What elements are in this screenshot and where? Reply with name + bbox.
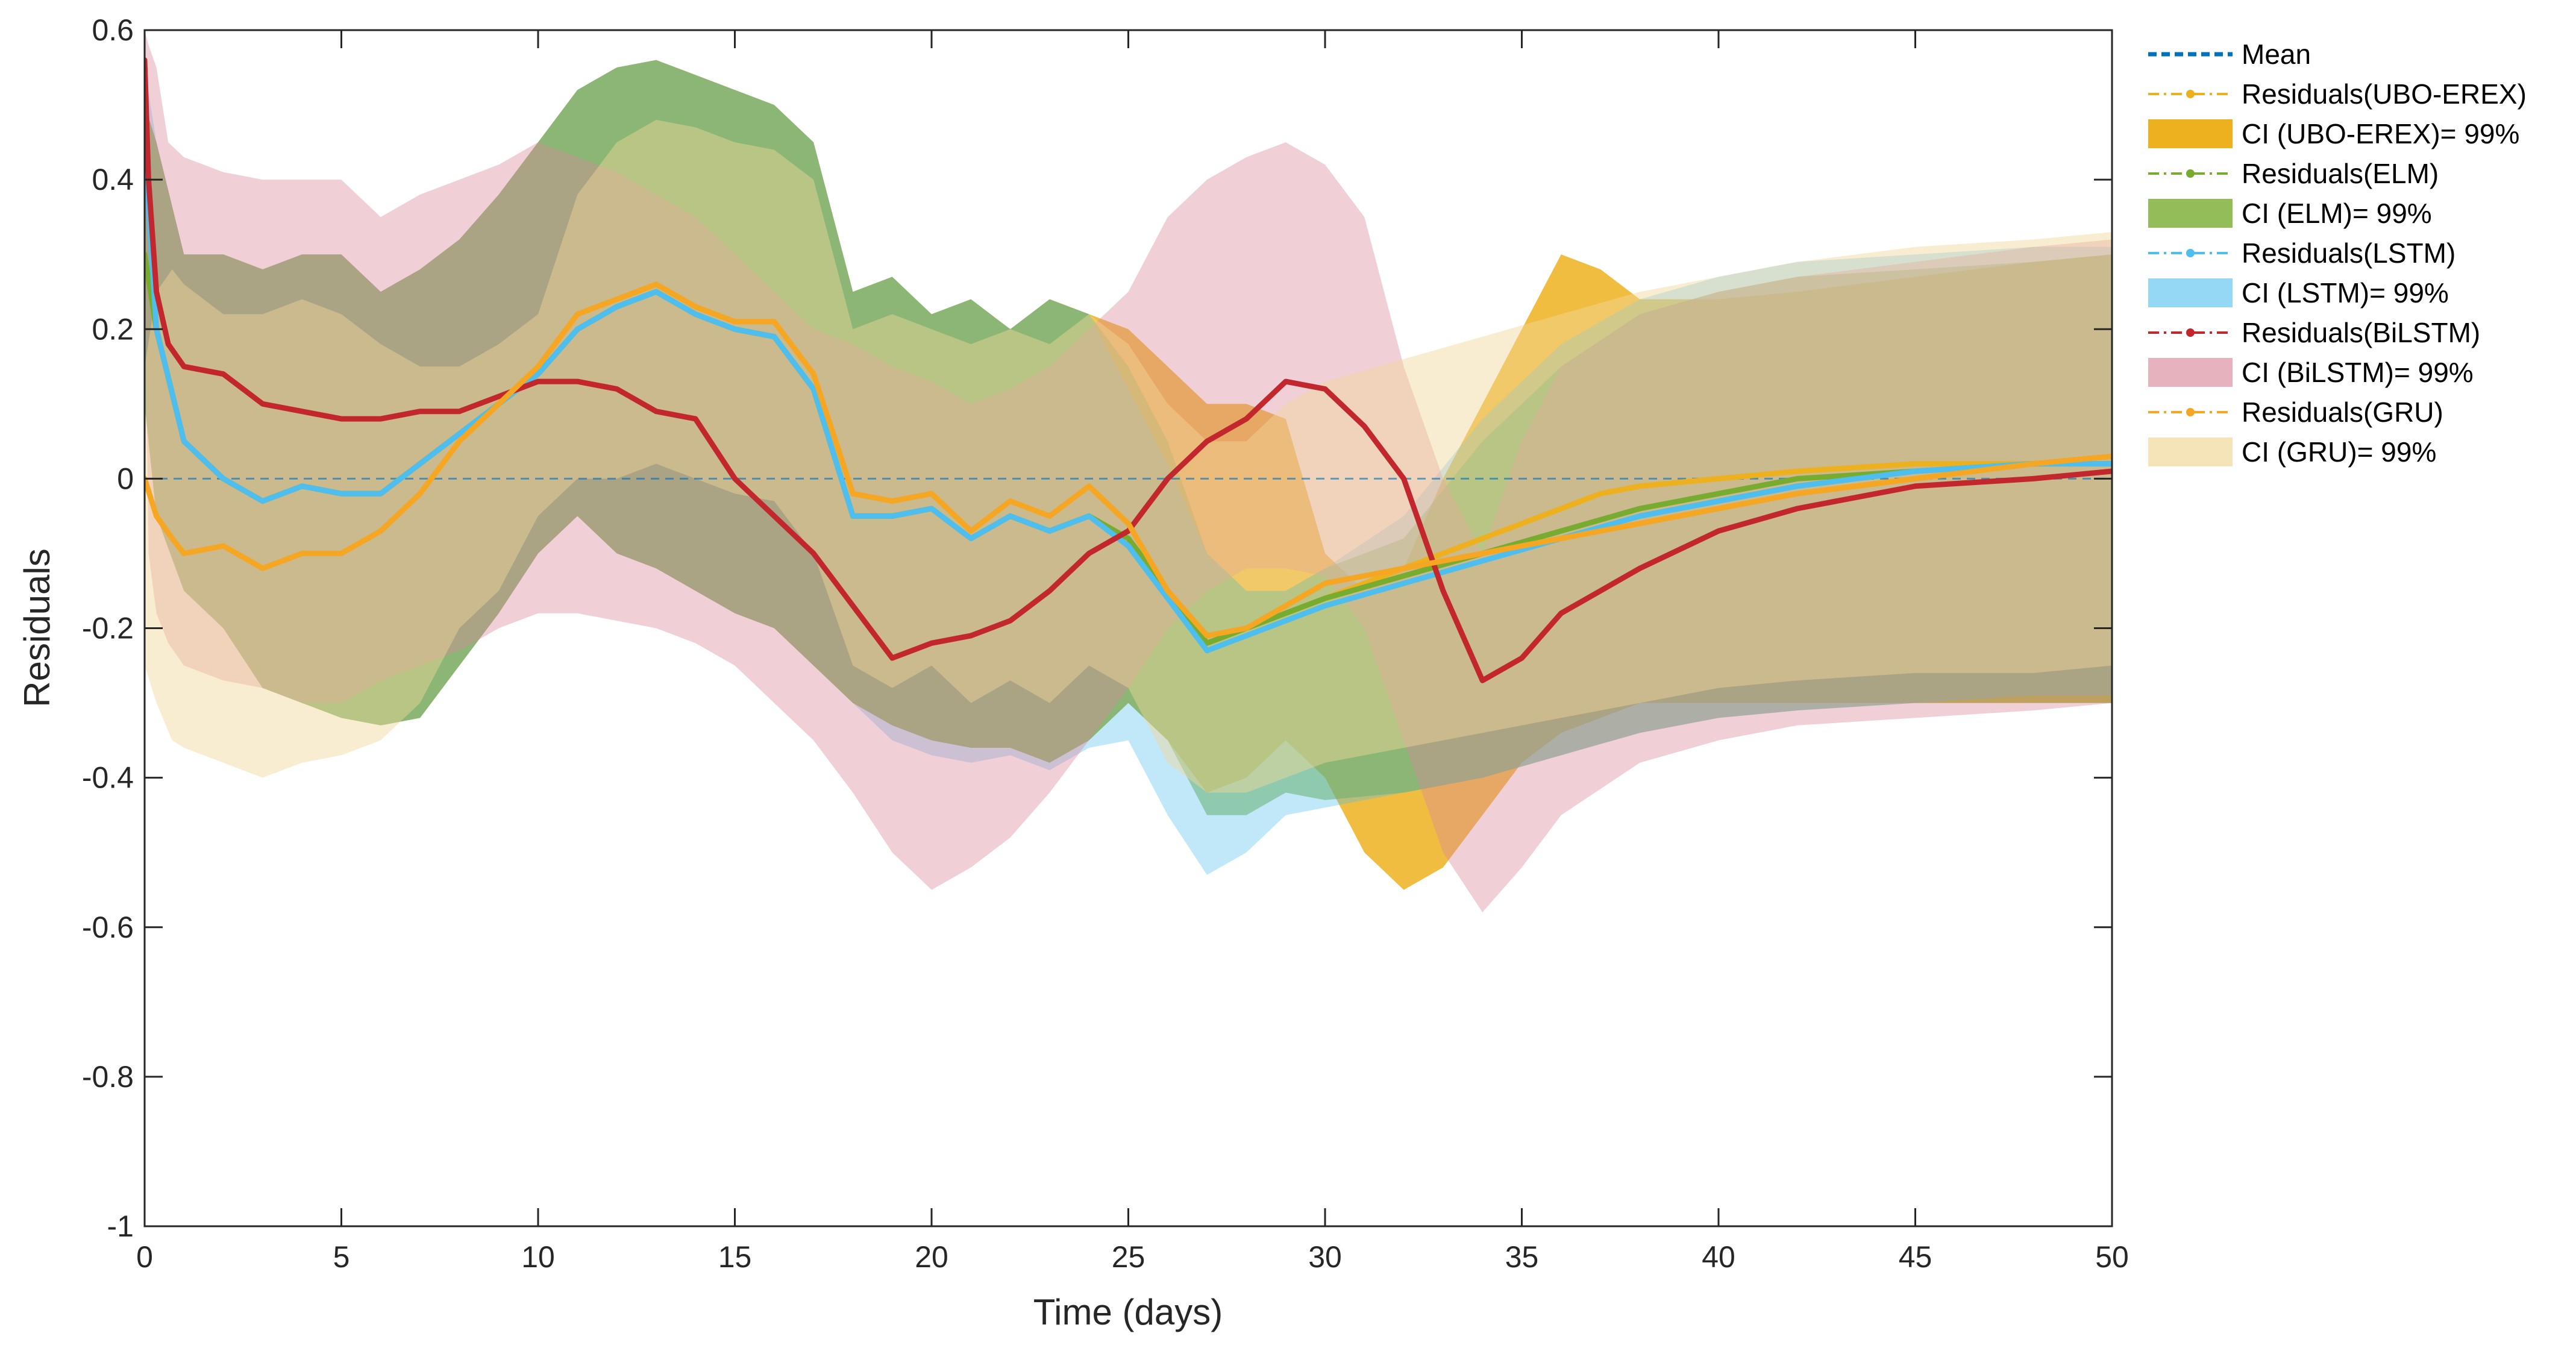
residual-lines [145,57,2112,683]
y-tick-label: -0.2 [82,612,134,645]
y-tick-label: -0.4 [82,761,134,795]
legend-label-residuals-elm: Residuals(ELM) [2242,158,2439,189]
ci-band-ci-bilstm [145,30,2112,912]
x-tick-label: 5 [333,1240,350,1274]
legend-label-residuals-ubo-erex: Residuals(UBO-EREX) [2242,78,2527,110]
legend-label-mean: Mean [2242,39,2311,70]
legend-marker-residuals-ubo-erex [2186,90,2195,98]
legend-label-ci-lstm-99: CI (LSTM)= 99% [2242,277,2449,309]
x-axis-ticks: 0 5 10 15 20 25 30 35 40 45 50 [136,30,2129,1274]
legend-label-residuals-gru: Residuals(GRU) [2242,396,2443,428]
legend-swatch-ci-gru-99 [2148,437,2233,466]
y-tick-label: 0 [117,462,134,495]
y-tick-label: 0.4 [92,163,134,196]
y-tick-label: -0.6 [82,911,134,944]
y-tick-label: -0.8 [82,1060,134,1094]
legend-label-ci-bilstm-99: CI (BiLSTM)= 99% [2242,357,2474,388]
line-residuals-lstm [145,139,2112,654]
legend: Mean Residuals(UBO-EREX) CI (UBO-EREX)= 99… [2148,39,2527,468]
x-tick-label: 35 [1505,1240,1539,1274]
legend-swatch-ci-elm-99 [2148,199,2233,228]
ci-band-ci-elm [145,60,2112,815]
x-tick-label: 20 [915,1240,948,1274]
legend-swatch-ci-bilstm-99 [2148,358,2233,387]
legend-marker-residuals-bilstm [2186,328,2195,337]
legend-marker-residuals-gru [2186,408,2195,416]
legend-label-residuals-lstm: Residuals(LSTM) [2242,237,2455,269]
legend-marker-residuals-lstm [2186,249,2195,257]
legend-swatch-ci-lstm-99 [2148,278,2233,307]
y-tick-label: -1 [107,1209,134,1243]
x-tick-label: 50 [2095,1240,2129,1274]
x-tick-label: 25 [1112,1240,1145,1274]
x-tick-label: 10 [521,1240,555,1274]
x-axis-title: Time (days) [1033,1292,1223,1332]
ci-band-ci-lstm [145,60,2112,875]
legend-label-ci-ubo-erex-99: CI (UBO-EREX)= 99% [2242,118,2519,149]
y-tick-label: 0.6 [92,13,134,47]
x-tick-label: 15 [718,1240,752,1274]
line-residuals-bilstm [145,57,2112,683]
x-tick-label: 40 [1702,1240,1735,1274]
legend-label-ci-elm-99: CI (ELM)= 99% [2242,198,2432,229]
ci-band-ci-gru [145,119,2112,793]
legend-marker-residuals-elm [2186,169,2195,178]
line-residuals-gru [145,281,2112,639]
y-axis-ticks: 0.6 0.4 0.2 0 -0.2 -0.4 -0.6 -0.8 -1 [82,13,2112,1243]
y-axis-title: Residuals [17,548,57,707]
ci-bands [145,30,2112,912]
legend-label-ci-gru-99: CI (GRU)= 99% [2242,436,2436,468]
y-tick-label: 0.2 [92,312,134,346]
x-tick-label: 45 [1899,1240,1932,1274]
x-tick-label: 30 [1308,1240,1342,1274]
legend-swatch-ci-ubo-erex-99 [2148,119,2233,148]
legend-label-residuals-bilstm: Residuals(BiLSTM) [2242,317,2480,348]
x-tick-label: 0 [136,1240,153,1274]
